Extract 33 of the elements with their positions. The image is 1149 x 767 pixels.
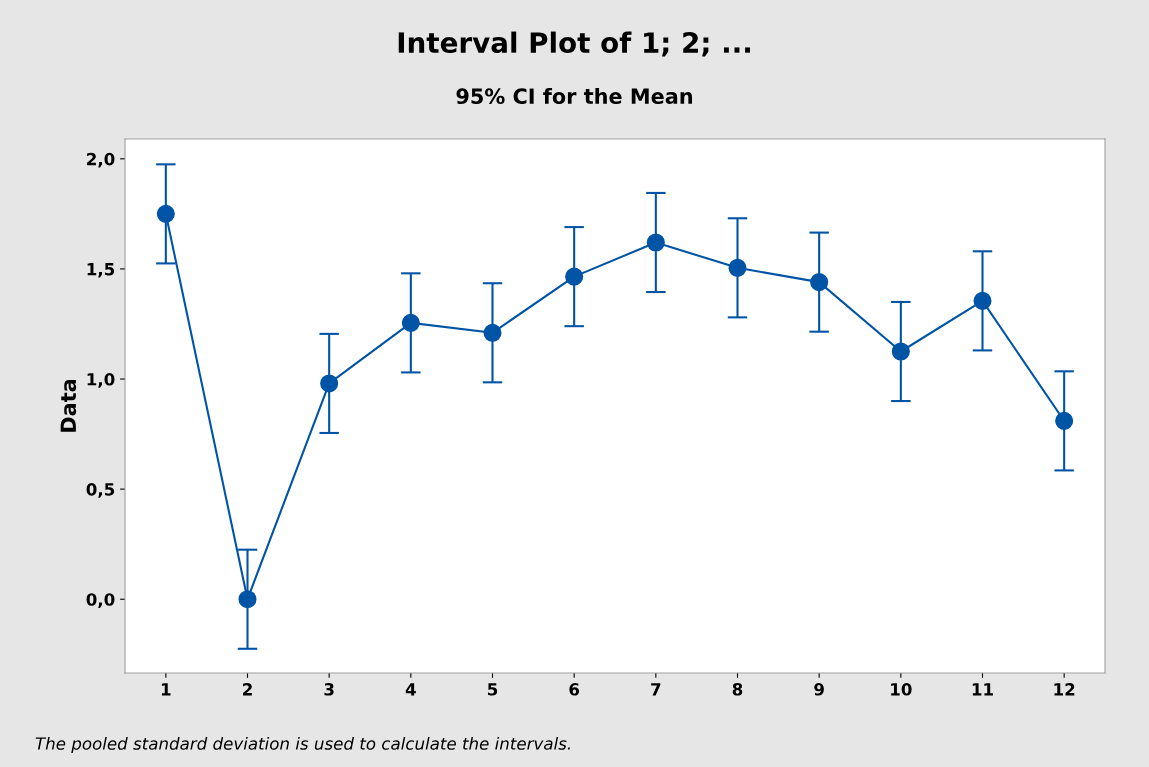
point <box>1055 411 1074 430</box>
y-tick-label: 0,5 <box>86 483 115 498</box>
x-tick-label: 5 <box>487 683 498 696</box>
point <box>728 258 747 277</box>
x-tick-label: 12 <box>1054 683 1075 696</box>
y-axis-title: Data <box>60 379 77 432</box>
x-tick-label: 1 <box>161 683 171 696</box>
x-tick-label: 11 <box>972 683 993 696</box>
point <box>646 233 665 252</box>
point <box>320 374 339 393</box>
text: The pooled standard deviation is used to calculate the intervals. <box>35 736 570 754</box>
chart-title: Interval Plot of 1; 2; ... <box>398 31 750 57</box>
x-tick-label: 7 <box>651 683 661 696</box>
x-tick-label: 3 <box>324 683 334 696</box>
point <box>891 342 910 361</box>
x-tick-label: 8 <box>732 683 743 696</box>
y-tick-label: 0,0 <box>86 593 115 608</box>
point <box>238 590 257 609</box>
point <box>401 313 420 332</box>
x-tick-label: 4 <box>405 683 416 696</box>
point <box>156 204 175 223</box>
y-tick-label: 1,5 <box>87 263 115 278</box>
x-tick-label: 6 <box>569 683 580 696</box>
x-tick-label: 2 <box>243 683 252 696</box>
point <box>973 291 992 310</box>
point <box>810 273 829 292</box>
chart-subtitle: 95% CI for the Mean <box>456 87 692 105</box>
x-tick-label: 10 <box>891 683 912 696</box>
point <box>565 267 584 286</box>
point <box>483 323 502 342</box>
y-tick-label: 2,0 <box>87 152 115 168</box>
x-tick-label: 9 <box>814 683 824 696</box>
y-tick-label: 1,0 <box>87 372 115 388</box>
